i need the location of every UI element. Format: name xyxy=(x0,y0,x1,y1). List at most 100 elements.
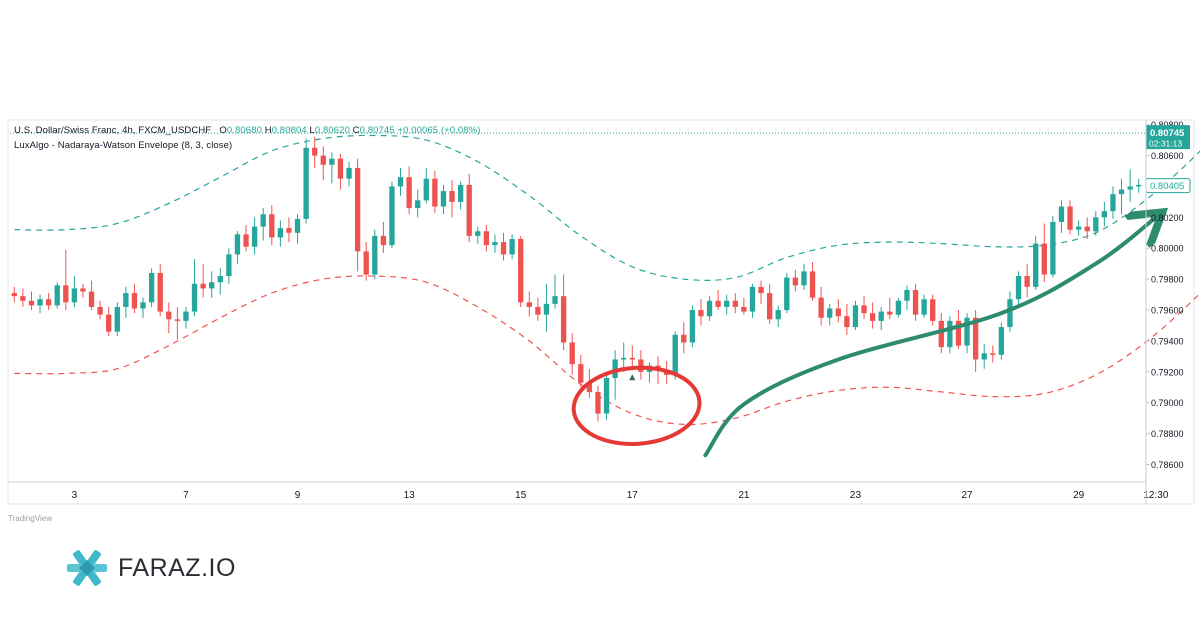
candle-body xyxy=(578,364,584,383)
indicator-legend[interactable]: LuxAlgo - Nadaraya-Watson Envelope (8, 3… xyxy=(14,140,232,151)
open-label: O xyxy=(219,125,227,136)
high-value: 0.80804 xyxy=(271,125,307,136)
candle-body xyxy=(698,310,704,317)
candle-body xyxy=(586,382,593,392)
candle-body xyxy=(947,320,953,348)
candle-body xyxy=(88,291,95,307)
x-tick-label: 15 xyxy=(515,490,527,501)
candle-body xyxy=(372,235,378,275)
x-tick-label: 21 xyxy=(738,490,750,501)
x-tick-label: 29 xyxy=(1073,490,1085,501)
highlight-circle xyxy=(571,365,702,446)
candle-body xyxy=(852,305,859,328)
y-tick-label: 0.79200 xyxy=(1151,367,1184,377)
candle-body xyxy=(166,311,172,320)
candle-body xyxy=(148,272,155,303)
candle-body xyxy=(80,288,86,292)
y-tick-label: 0.80600 xyxy=(1151,151,1184,161)
last-price-value: 0.80745 xyxy=(1150,128,1185,139)
candle-body xyxy=(457,184,464,202)
candle-body xyxy=(45,299,52,306)
candle-body xyxy=(337,158,344,179)
candle-body xyxy=(629,357,635,360)
candle-body xyxy=(303,147,309,219)
candle-body xyxy=(887,311,893,315)
x-tick-label: 3 xyxy=(72,490,78,501)
candle-body xyxy=(346,167,352,179)
x-tick-label: 17 xyxy=(627,490,639,501)
candle-body xyxy=(930,299,936,321)
candle-body xyxy=(809,271,816,298)
candle-body xyxy=(483,231,490,246)
candle-body xyxy=(157,272,163,312)
candle-body xyxy=(681,334,687,343)
candle-body xyxy=(286,228,292,233)
candle-body xyxy=(63,285,69,303)
indicator-label: LuxAlgo - Nadaraya-Watson Envelope (8, 3… xyxy=(14,140,233,151)
y-tick-label: 0.79000 xyxy=(1151,398,1184,408)
candle-body xyxy=(294,218,301,233)
candle-body xyxy=(1118,189,1125,195)
candle-body xyxy=(612,359,618,379)
candle-body xyxy=(243,234,249,247)
candle-body xyxy=(715,300,721,307)
candle-body xyxy=(560,296,567,343)
candle-body xyxy=(500,242,507,255)
candle-body xyxy=(526,302,532,307)
candle-body xyxy=(226,254,232,277)
candle-body xyxy=(1041,243,1047,275)
candle-body xyxy=(509,238,515,255)
candle-body xyxy=(535,306,541,315)
x-tick-label: 13 xyxy=(404,490,416,501)
candle-body xyxy=(818,297,824,318)
candle-body xyxy=(54,285,60,306)
candle-body xyxy=(492,242,498,246)
candle-body xyxy=(921,299,927,315)
brand-name: FARAZ.IO xyxy=(118,553,236,582)
candle-body xyxy=(20,296,26,301)
candle-body xyxy=(749,286,756,312)
signal-marker xyxy=(629,374,636,381)
candle-body xyxy=(1136,184,1142,187)
annotations-layer xyxy=(571,217,1156,458)
candle-body xyxy=(389,186,395,246)
candle-body xyxy=(71,288,78,303)
candle-body xyxy=(1075,226,1082,230)
candle-body xyxy=(28,300,35,306)
x-tick-label: 9 xyxy=(295,490,301,501)
brand-logo: FARAZ.IO xyxy=(66,547,236,589)
candle-body xyxy=(758,286,764,294)
candle-body xyxy=(269,214,275,238)
high-label: H xyxy=(264,125,272,136)
x-tick-label: 27 xyxy=(961,490,973,501)
symbol-label: U.S. Dollar/Swiss Franc, 4h, FXCM_USDCHF xyxy=(14,125,212,136)
y-tick-label: 0.79600 xyxy=(1151,306,1184,316)
candle-body xyxy=(990,353,996,355)
candle-body xyxy=(475,231,481,236)
y-tick-label: 0.79800 xyxy=(1151,275,1184,285)
candle-body xyxy=(329,158,335,165)
candle-body xyxy=(1058,206,1065,222)
candle-body xyxy=(432,178,438,207)
x-tick-label: 7 xyxy=(183,490,189,501)
candle-body xyxy=(277,228,284,238)
candle-body xyxy=(603,378,610,414)
candle-body xyxy=(415,200,421,209)
candle-body xyxy=(174,319,181,321)
candle-body xyxy=(1084,226,1090,232)
candle-body xyxy=(183,311,189,321)
candle-body xyxy=(732,300,738,307)
y-tick-label: 0.78600 xyxy=(1151,460,1184,470)
candle-body xyxy=(784,277,790,311)
candle-body xyxy=(363,251,369,275)
x-tick-label: 12:30 xyxy=(1143,490,1168,501)
candle-body xyxy=(1110,194,1116,212)
candle-body xyxy=(569,342,575,365)
candle-body xyxy=(440,191,447,207)
candle-body xyxy=(972,317,979,360)
y-tick-label: 0.80000 xyxy=(1151,244,1184,254)
close-label: C xyxy=(352,125,360,136)
candle-body xyxy=(621,357,627,360)
candle-body xyxy=(97,306,103,315)
